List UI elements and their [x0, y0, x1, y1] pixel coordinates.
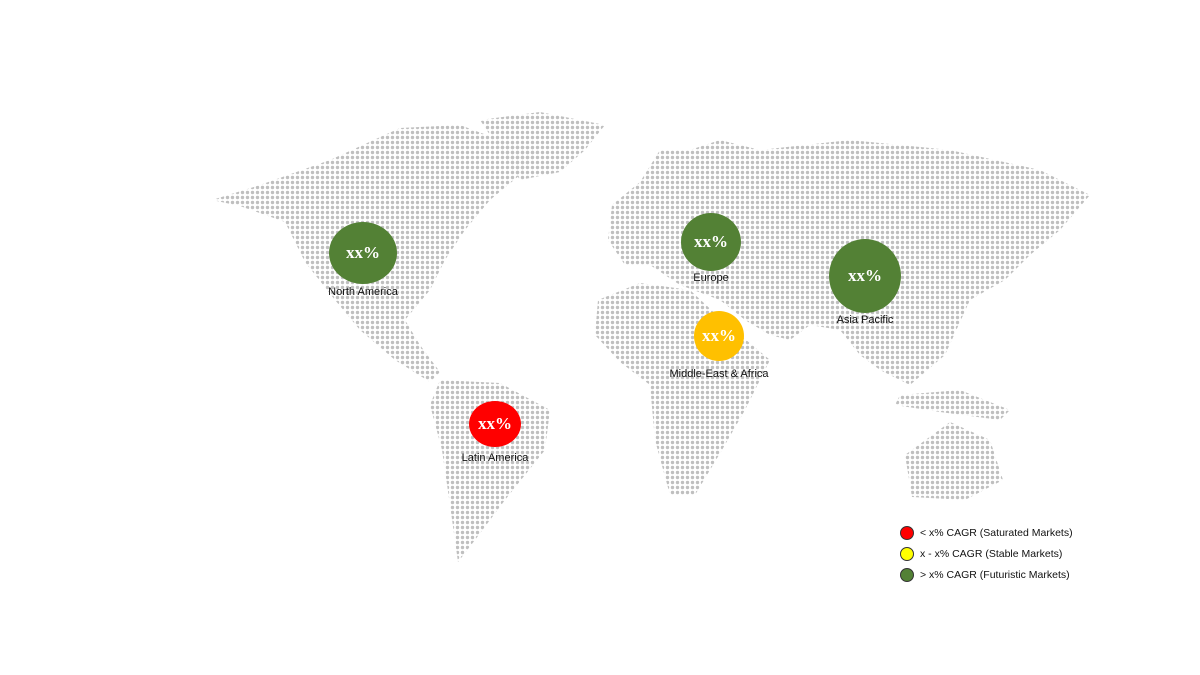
legend-item-futuristic: > x% CAGR (Futuristic Markets)	[900, 564, 1073, 585]
region-value: xx%	[346, 243, 380, 262]
region-label: Europe	[693, 272, 729, 284]
region-bubble: xx%	[694, 311, 744, 361]
legend-label: > x% CAGR (Futuristic Markets)	[920, 568, 1070, 581]
region-label: Middle-East & Africa	[669, 368, 769, 380]
islands-indonesia	[895, 390, 1010, 420]
legend-label: x - x% CAGR (Stable Markets)	[920, 547, 1063, 560]
region-value: xx%	[694, 232, 728, 251]
legend: < x% CAGR (Saturated Markets) x - x% CAG…	[900, 522, 1073, 585]
legend-item-saturated: < x% CAGR (Saturated Markets)	[900, 522, 1073, 543]
legend-item-stable: x - x% CAGR (Stable Markets)	[900, 543, 1073, 564]
region-value: xx%	[848, 266, 882, 285]
legend-label: < x% CAGR (Saturated Markets)	[920, 526, 1073, 539]
continent-greenland	[480, 112, 605, 180]
continent-australia	[905, 422, 1003, 500]
green-dot-icon	[900, 567, 914, 582]
region-bubble: xx%	[329, 222, 397, 284]
region-bubble: xx%	[681, 213, 741, 271]
region-value: xx%	[478, 414, 512, 433]
region-label: North America	[328, 286, 398, 298]
red-dot-icon	[900, 525, 914, 540]
region-value: xx%	[702, 326, 736, 345]
region-label: Asia Pacific	[836, 314, 894, 326]
region-label: Latin America	[461, 452, 529, 464]
region-bubble: xx%	[829, 239, 901, 313]
yellow-dot-icon	[900, 546, 914, 561]
region-bubble: xx%	[469, 401, 521, 447]
